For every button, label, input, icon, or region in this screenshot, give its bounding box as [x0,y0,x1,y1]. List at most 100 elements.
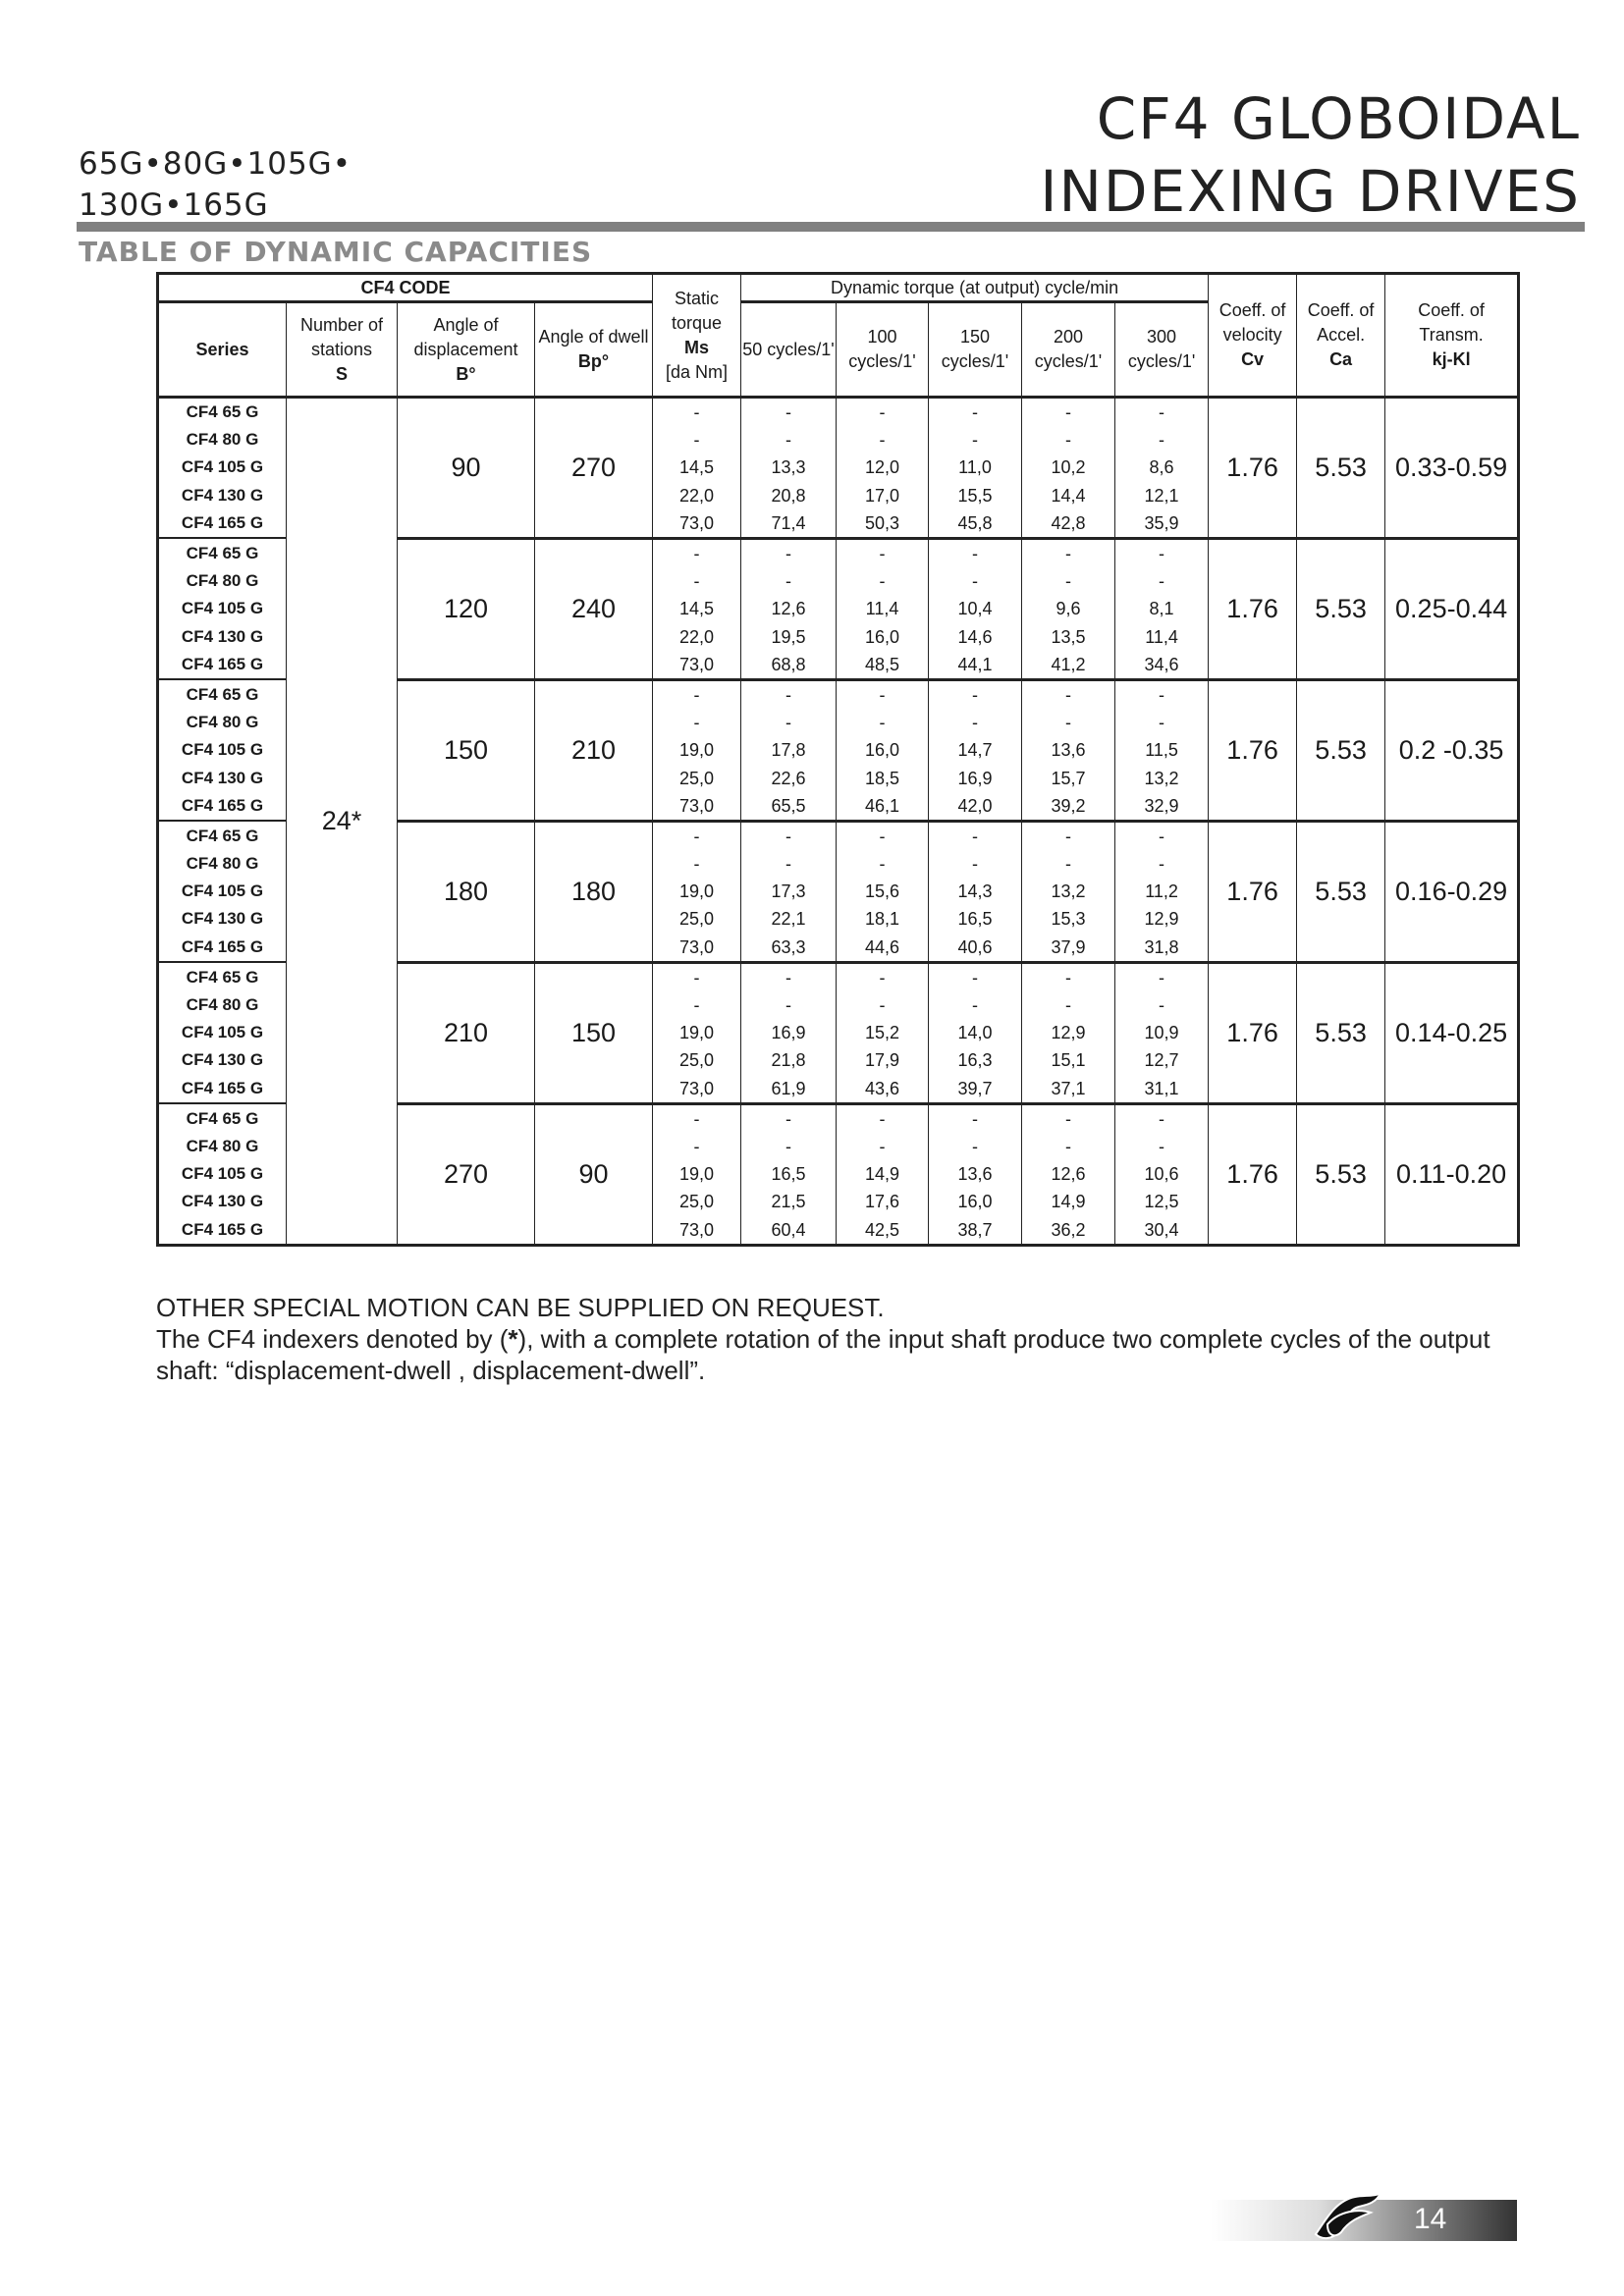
dynamic-torque-cell: - [1114,960,1210,991]
displacement-cell: 180 [397,819,535,963]
dynamic-torque-cell: - [1021,1132,1116,1161]
speed-header: 200 cycles/1' [1021,301,1116,399]
displacement-cell: 90 [397,396,535,539]
static-torque-cell: - [652,567,742,596]
dynamic-torque-cell: - [1021,960,1116,991]
dynamic-torque-cell: 17,0 [836,481,930,509]
table-row: CF4 65 G 150 210- - - - - -1.76 5.53 0.2 -0.35 [157,677,1520,822]
table-row: CF4 130 G 25,0 22,6 18,5 16,9 15,7 13,2 [157,764,1519,792]
table-row: CF4 130 G 25,0 21,5 17,6 16,0 14,9 12,5 [157,1188,1519,1216]
dynamic-torque-cell: 11,4 [836,595,930,623]
dynamic-torque-cell: 40,6 [928,933,1023,963]
series-cell: CF4 165 G [157,1074,287,1104]
dynamic-torque-cell: 32,9 [1114,791,1210,822]
dwell-cell: 180 [533,819,654,963]
dynamic-torque-cell: - [740,396,838,427]
dynamic-torque-cell: 14,4 [1021,481,1116,509]
dynamic-torque-cell: - [740,1101,838,1133]
series-cell: CF4 105 G [157,595,287,623]
series-cell: CF4 165 G [157,1215,287,1246]
kj-cell: 0.11-0.20 [1384,1101,1520,1246]
company-logo-icon [1314,2191,1382,2240]
table-row: CF4 165 G 73,0 63,3 44,6 40,6 37,9 31,8 [157,933,1519,963]
dynamic-torque-cell: - [928,1101,1023,1133]
static-torque-cell: 25,0 [652,1046,742,1075]
cf4-code-header: CF4 CODE [156,273,654,303]
dynamic-torque-cell: 11,4 [1114,622,1210,651]
static-torque-cell: - [652,677,742,710]
dynamic-torque-cell: 35,9 [1114,508,1210,539]
static-torque-cell: 73,0 [652,508,742,539]
dynamic-torque-cell: - [1021,850,1116,879]
dynamic-torque-cell: - [836,1132,930,1161]
dynamic-torque-cell: 12,7 [1114,1046,1210,1075]
dynamic-torque-cell: 34,6 [1114,650,1210,680]
dynamic-torque-cell: 50,3 [836,508,930,539]
series-cell: CF4 130 G [157,1188,287,1216]
ca-cell: 5.53 [1296,819,1386,963]
dynamic-torque-cell: - [1021,396,1116,427]
dynamic-torque-cell: 15,1 [1021,1046,1116,1075]
dynamic-torque-cell: 44,1 [928,650,1023,680]
kj-symbol: kj-Kl [1432,349,1471,369]
speed-header: 50 cycles/1' [740,301,838,399]
title-line-1: CF4 GLOBOIDAL [1096,85,1581,152]
notes: OTHER SPECIAL MOTION CAN BE SUPPLIED ON … [156,1292,1531,1386]
dynamic-torque-cell: - [1021,1101,1116,1133]
dynamic-torque-cell: 11,0 [928,454,1023,482]
dynamic-torque-cell: 17,6 [836,1188,930,1216]
kj-cell: 0.2 -0.35 [1384,677,1520,822]
dynamic-torque-cell: 14,7 [928,736,1023,765]
dynamic-torque-cell: 8,1 [1114,595,1210,623]
title-line-2: INDEXING DRIVES [1040,158,1581,225]
dynamic-torque-cell: 63,3 [740,933,838,963]
displacement-cell: 120 [397,536,535,680]
dynamic-torque-cell: 61,9 [740,1074,838,1104]
table-row: CF4 165 G 73,0 71,4 50,3 45,8 42,8 35,9 [157,508,1519,539]
dynamic-torque-cell: 15,6 [836,878,930,906]
static-torque-cell: - [652,1132,742,1161]
speed-header: 150 cycles/1' [928,301,1023,399]
series-cell: CF4 130 G [157,481,287,509]
table-row: CF4 105 G 14,5 12,6 11,4 10,4 9,6 8,1 [157,595,1519,623]
dynamic-torque-cell: - [836,567,930,596]
dynamic-torque-cell: - [1021,819,1116,850]
ca-cell: 5.53 [1296,396,1386,539]
static-torque-cell: 73,0 [652,1074,742,1104]
static-torque-cell: 14,5 [652,595,742,623]
dynamic-torque-cell: 13,6 [928,1160,1023,1189]
series-cell: CF4 165 G [157,933,287,963]
dwell-cell: 90 [533,1101,654,1246]
page-number: 14 [1414,2203,1447,2235]
dynamic-torque-cell: - [836,426,930,454]
series-cell: CF4 80 G [157,426,287,454]
dynamic-torque-cell: 22,6 [740,764,838,792]
ca-cell: 5.53 [1296,960,1386,1104]
table-row: CF4 65 G 24* 90 270- - - - - -1.76 5.53 0.33-0.59 [157,396,1520,1246]
dynamic-torque-cell: 18,5 [836,764,930,792]
dynamic-torque-cell: 31,1 [1114,1074,1210,1104]
table-row: CF4 130 G 25,0 21,8 17,9 16,3 15,1 12,7 [157,1046,1519,1075]
dynamic-torque-cell: 12,6 [740,595,838,623]
dynamic-torque-cell: 12,9 [1114,905,1210,934]
dynamic-torque-cell: - [928,819,1023,850]
static-torque-cell: 25,0 [652,764,742,792]
static-torque-cell: - [652,1101,742,1133]
dwell-label: Angle of dwell [538,327,649,347]
static-torque-cell: 73,0 [652,650,742,680]
dynamic-torque-cell: - [740,426,838,454]
dynamic-torque-cell: - [1021,990,1116,1020]
series-cell: CF4 80 G [157,990,287,1020]
dynamic-torque-cell: 13,2 [1021,878,1116,906]
dynamic-torque-cell: 10,9 [1114,1019,1210,1047]
table-row: CF4 65 G 210 150- - - - - -1.76 5.53 0.14-0.25 [157,960,1520,1104]
static-torque-cell: 25,0 [652,905,742,934]
dynamic-torque-cell: 12,6 [1021,1160,1116,1189]
series-cell: CF4 165 G [157,508,287,539]
static-torque-cell: 73,0 [652,791,742,822]
displacement-label: Angle of displacement [413,314,518,359]
dynamic-torque-cell: 9,6 [1021,595,1116,623]
table-row: CF4 165 G 73,0 68,8 48,5 44,1 41,2 34,6 [157,650,1519,680]
dynamic-torque-cell: - [928,426,1023,454]
dynamic-torque-cell: - [928,396,1023,427]
